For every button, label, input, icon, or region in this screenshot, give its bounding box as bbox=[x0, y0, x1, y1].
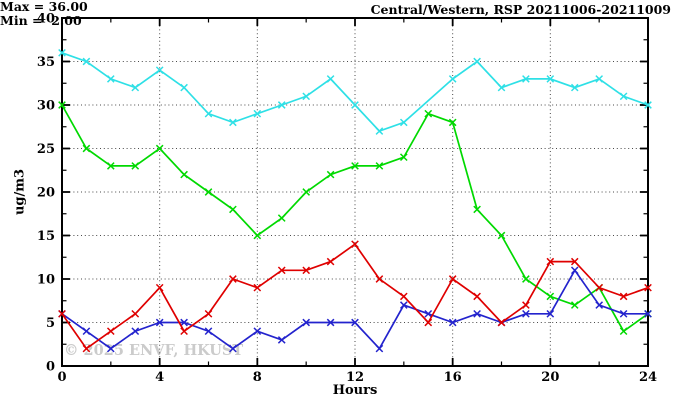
series-red-line bbox=[58, 240, 652, 353]
series-red-line-markers bbox=[58, 240, 652, 353]
plot-frame bbox=[61, 17, 649, 367]
svg-text:10: 10 bbox=[37, 273, 55, 288]
max-value-label: Max = 36.00 bbox=[0, 0, 88, 14]
x-axis-title: Hours bbox=[332, 383, 378, 398]
svg-text:5: 5 bbox=[46, 316, 55, 331]
stats-box: Max = 36.00 Min = 2.00 bbox=[0, 0, 674, 27]
svg-text:12: 12 bbox=[346, 370, 364, 385]
svg-text:8: 8 bbox=[253, 370, 262, 385]
svg-text:30: 30 bbox=[37, 99, 55, 114]
svg-text:24: 24 bbox=[639, 370, 657, 385]
svg-text:20: 20 bbox=[541, 370, 559, 385]
svg-text:40: 40 bbox=[37, 12, 55, 27]
svg-text:20: 20 bbox=[37, 186, 55, 201]
series-blue-line-markers bbox=[58, 266, 652, 353]
chart-title: Central/Western, RSP 20211006-20211009 bbox=[370, 2, 671, 17]
min-value-label: Min = 2.00 bbox=[0, 12, 82, 28]
svg-text:35: 35 bbox=[37, 55, 55, 70]
gridlines bbox=[62, 18, 648, 366]
svg-text:0: 0 bbox=[57, 370, 66, 385]
svg-text:0: 0 bbox=[46, 360, 55, 375]
series-cyan-line-markers bbox=[58, 48, 652, 135]
series-green-line bbox=[58, 101, 652, 336]
svg-text:25: 25 bbox=[37, 142, 55, 157]
series-blue-line bbox=[58, 266, 652, 353]
svg-text:4: 4 bbox=[155, 370, 164, 385]
svg-text:16: 16 bbox=[444, 370, 462, 385]
svg-text:15: 15 bbox=[37, 229, 55, 244]
x-tick-labels: 0 4 8 12 16 20 24 bbox=[57, 370, 657, 385]
series-cyan-line-path bbox=[61, 51, 649, 133]
y-tick-labels: 0 5 10 15 20 25 30 35 40 bbox=[37, 12, 55, 375]
series-blue-line-path bbox=[61, 268, 648, 351]
series-cyan-line bbox=[58, 48, 652, 135]
y-axis-title: ug/m3 bbox=[12, 168, 28, 216]
